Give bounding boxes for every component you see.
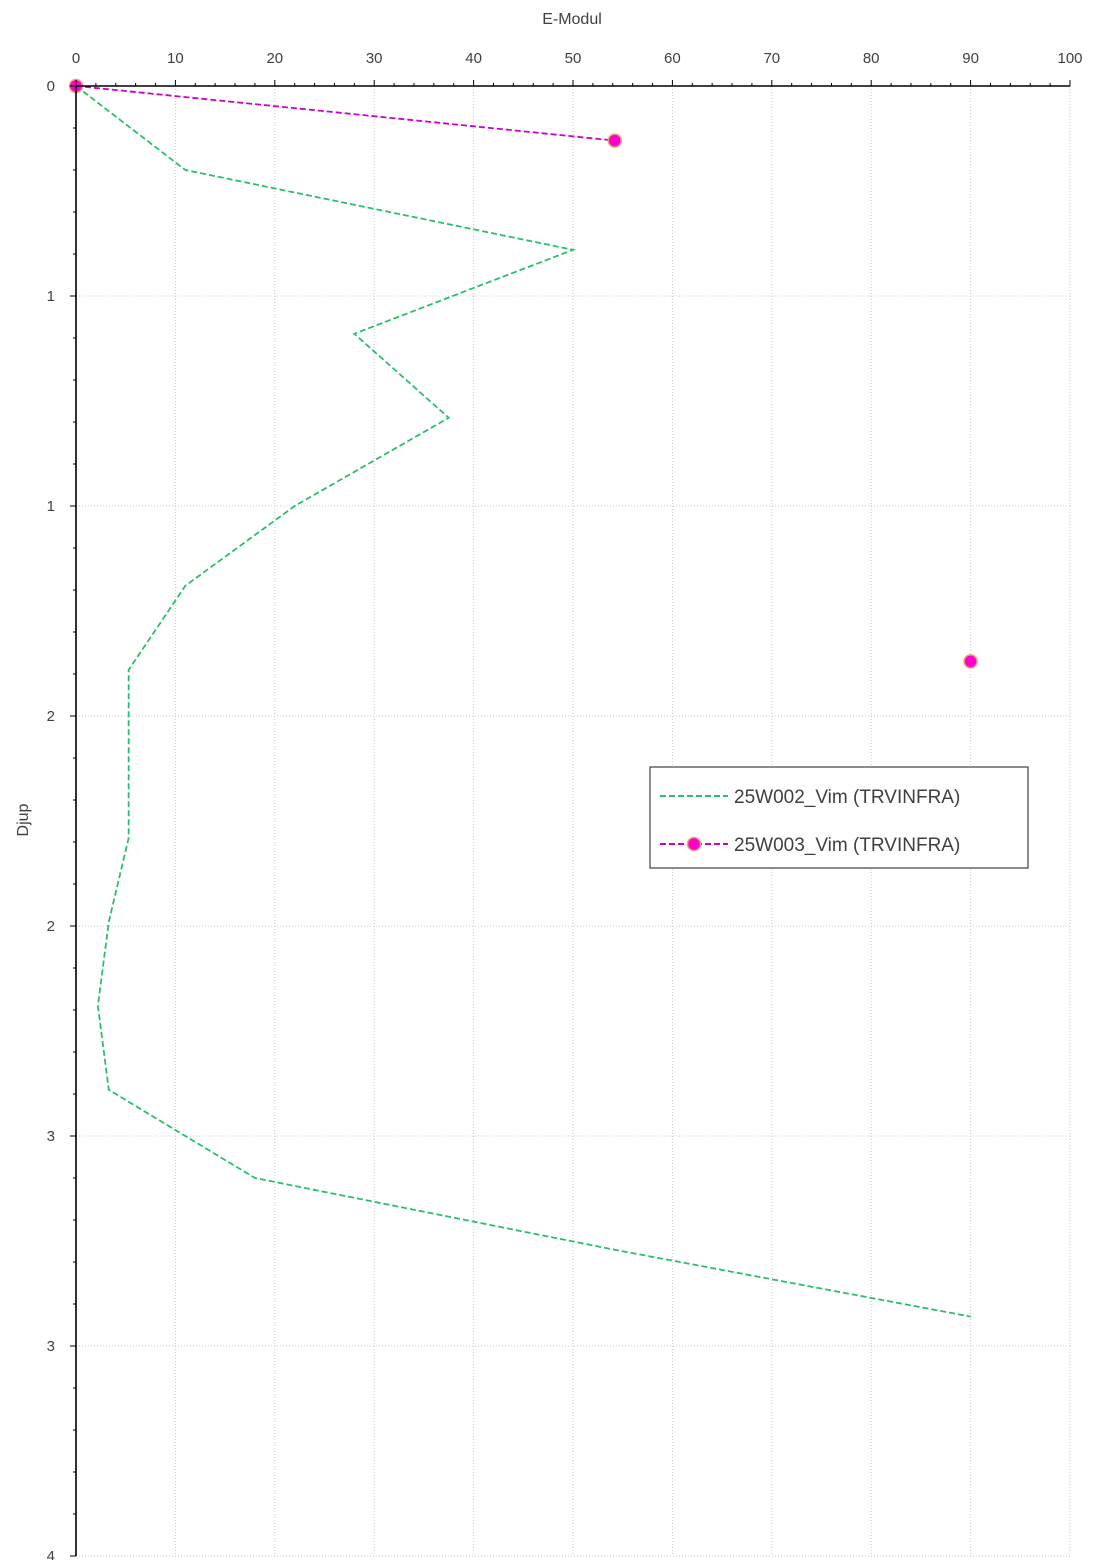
x-tick-label-5: 50 <box>565 50 582 67</box>
x-tick-label-6: 60 <box>664 50 681 67</box>
legend-marker-25w003 <box>686 836 702 852</box>
y-axis-title: Djup <box>15 803 32 836</box>
series-0-line-0 <box>75 85 971 1318</box>
y-tick-label-7: 4 <box>47 1548 55 1560</box>
x-axis-title: E-Modul <box>542 11 602 28</box>
series-1-line-0 <box>75 85 615 142</box>
series-layer <box>68 78 978 1318</box>
legend: 25W002_Vim (TRVINFRA) 25W003_Vim (TRVINF… <box>649 766 1029 869</box>
y-tick-label-3: 2 <box>47 708 55 725</box>
x-tick-label-9: 90 <box>962 50 979 67</box>
x-tick-label-1: 10 <box>167 50 184 67</box>
y-tick-label-2: 1 <box>47 498 55 515</box>
x-tick-label-2: 20 <box>266 50 283 67</box>
y-tick-label-0: 0 <box>47 78 55 95</box>
axis-layer: 0 10 20 30 40 50 60 70 80 90 100 0 1 1 2 2 3 3 4 <box>47 50 1083 1565</box>
x-tick-label-7: 70 <box>763 50 780 67</box>
legend-frame <box>649 766 1029 869</box>
x-tick-label-0: 0 <box>72 50 80 67</box>
y-tick-label-4: 2 <box>47 918 55 935</box>
x-tick-label-3: 30 <box>366 50 383 67</box>
y-tick-label-1: 1 <box>47 288 55 305</box>
series-1-point-0-1 <box>607 133 622 148</box>
series-1-point-1-0 <box>963 654 978 669</box>
y-tick-label-6: 3 <box>47 1338 55 1355</box>
y-tick-label-5: 3 <box>47 1128 55 1145</box>
legend-label-25w002: 25W002_Vim (TRVINFRA) <box>734 787 960 808</box>
x-tick-label-4: 40 <box>465 50 482 67</box>
x-tick-label-10: 100 <box>1057 50 1082 67</box>
legend-label-25w003: 25W003_Vim (TRVINFRA) <box>734 835 960 856</box>
x-tick-label-8: 80 <box>863 50 880 67</box>
